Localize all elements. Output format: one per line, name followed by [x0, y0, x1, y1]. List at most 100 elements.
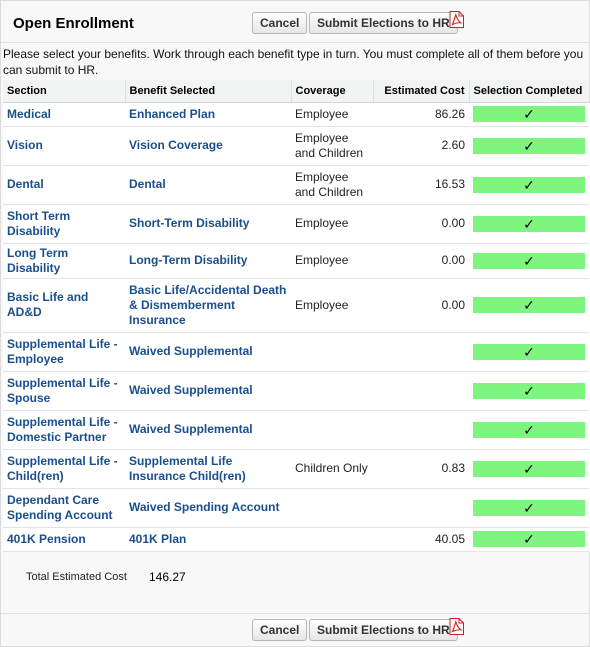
table-row: Supplemental Life - Spouse Waived Supple… — [3, 371, 589, 411]
benefit-link[interactable]: Short-Term Disability — [125, 204, 291, 244]
table-row: Medical Enhanced Plan Employee 86.26 ✓ — [3, 102, 589, 127]
coverage-cell: Employee — [291, 204, 373, 244]
column-header-completed: Selection Completed — [469, 80, 590, 103]
checkmark-icon: ✓ — [473, 382, 585, 399]
checkmark-icon: ✓ — [473, 176, 585, 193]
benefit-link[interactable]: Long-Term Disability — [125, 243, 291, 279]
cost-cell: 0.00 — [373, 204, 469, 244]
benefit-link[interactable]: Waived Supplemental — [125, 371, 291, 411]
checkmark-icon: ✓ — [473, 137, 585, 154]
coverage-cell — [291, 527, 373, 552]
section-link[interactable]: 401K Pension — [3, 527, 125, 552]
footer-submit-elections-button[interactable]: Submit Elections to HR — [309, 619, 458, 641]
cost-cell: 0.00 — [373, 278, 469, 333]
section-link[interactable]: Dental — [3, 165, 125, 205]
benefit-link[interactable]: Waived Supplemental — [125, 410, 291, 450]
coverage-cell — [291, 488, 373, 528]
completed-cell: ✓ — [469, 410, 589, 450]
coverage-cell: Employee — [291, 278, 373, 333]
checkmark-icon: ✓ — [473, 460, 585, 477]
column-header-section: Section — [3, 80, 126, 103]
table-row: Dependant Care Spending Account Waived S… — [3, 488, 589, 528]
completed-cell: ✓ — [469, 371, 589, 411]
section-link[interactable]: Vision — [3, 126, 125, 166]
panel-footer: Cancel Submit Elections to HR — [1, 613, 589, 646]
cost-cell — [373, 488, 469, 528]
panel-header: Open Enrollment Cancel Submit Elections … — [1, 1, 589, 43]
footer-cancel-button[interactable]: Cancel — [252, 619, 308, 641]
section-link[interactable]: Medical — [3, 102, 125, 127]
benefit-link[interactable]: Basic Life/Accidental Death & Dismemberm… — [125, 278, 291, 333]
checkmark-icon: ✓ — [473, 343, 585, 360]
page-title: Open Enrollment — [13, 15, 134, 32]
benefit-link[interactable]: 401K Plan — [125, 527, 291, 552]
cancel-button[interactable]: Cancel — [252, 12, 308, 34]
checkmark-icon: ✓ — [473, 499, 585, 516]
cost-cell: 86.26 — [373, 102, 469, 127]
coverage-cell: Employee and Children — [291, 126, 373, 166]
section-link[interactable]: Dependant Care Spending Account — [3, 488, 125, 528]
total-cost-label: Total Estimated Cost — [26, 571, 127, 583]
completed-cell: ✓ — [469, 278, 589, 333]
total-cost-value: 146.27 — [149, 570, 186, 584]
submit-elections-button[interactable]: Submit Elections to HR — [309, 12, 458, 34]
coverage-cell — [291, 410, 373, 450]
benefit-link[interactable]: Enhanced Plan — [125, 102, 291, 127]
table-row: Supplemental Life - Domestic Partner Wai… — [3, 410, 589, 450]
coverage-cell: Employee and Children — [291, 165, 373, 205]
checkmark-icon: ✓ — [473, 531, 585, 547]
checkmark-icon: ✓ — [473, 106, 585, 122]
benefit-link[interactable]: Vision Coverage — [125, 126, 291, 166]
cost-cell: 2.60 — [373, 126, 469, 166]
cost-cell — [373, 332, 469, 372]
table-row: 401K Pension 401K Plan 40.05 ✓ — [3, 527, 589, 552]
table-row: Basic Life and AD&D Basic Life/Accidenta… — [3, 278, 589, 333]
checkmark-icon: ✓ — [473, 252, 585, 269]
completed-cell: ✓ — [469, 204, 589, 244]
benefit-link[interactable]: Waived Spending Account — [125, 488, 291, 528]
completed-cell: ✓ — [469, 126, 589, 166]
section-link[interactable]: Basic Life and AD&D — [3, 278, 125, 333]
table-row: Short Term Disability Short-Term Disabil… — [3, 204, 589, 244]
column-header-benefit: Benefit Selected — [125, 80, 292, 103]
section-link[interactable]: Supplemental Life - Child(ren) — [3, 449, 125, 489]
section-link[interactable]: Supplemental Life - Domestic Partner — [3, 410, 125, 450]
section-link[interactable]: Long Term Disability — [3, 243, 125, 279]
benefit-link[interactable]: Supplemental Life Insurance Child(ren) — [125, 449, 291, 489]
coverage-cell: Employee — [291, 102, 373, 127]
checkmark-icon: ✓ — [473, 297, 585, 313]
table-row: Dental Dental Employee and Children 16.5… — [3, 165, 589, 205]
table-row: Long Term Disability Long-Term Disabilit… — [3, 243, 589, 279]
completed-cell: ✓ — [469, 488, 589, 528]
benefit-link[interactable]: Dental — [125, 165, 291, 205]
table-row: Vision Vision Coverage Employee and Chil… — [3, 126, 589, 166]
cost-cell: 16.53 — [373, 165, 469, 205]
completed-cell: ✓ — [469, 449, 589, 489]
cost-cell — [373, 371, 469, 411]
coverage-cell: Employee — [291, 243, 373, 279]
completed-cell: ✓ — [469, 332, 589, 372]
benefit-link[interactable]: Waived Supplemental — [125, 332, 291, 372]
benefits-table: Section Benefit Selected Coverage Estima… — [3, 80, 590, 552]
column-header-coverage: Coverage — [291, 80, 374, 103]
section-link[interactable]: Short Term Disability — [3, 204, 125, 244]
coverage-cell — [291, 332, 373, 372]
footer-pdf-icon[interactable] — [449, 618, 464, 635]
completed-cell: ✓ — [469, 527, 589, 552]
section-link[interactable]: Supplemental Life - Spouse — [3, 371, 125, 411]
section-link[interactable]: Supplemental Life - Employee — [3, 332, 125, 372]
column-header-cost: Estimated Cost — [373, 80, 470, 103]
table-row: Supplemental Life - Child(ren) Supplemen… — [3, 449, 589, 489]
completed-cell: ✓ — [469, 102, 589, 127]
table-header-row: Section Benefit Selected Coverage Estima… — [3, 80, 590, 103]
pdf-icon[interactable] — [449, 11, 464, 28]
completed-cell: ✓ — [469, 165, 589, 205]
checkmark-icon: ✓ — [473, 215, 585, 232]
cost-cell: 0.00 — [373, 243, 469, 279]
coverage-cell: Children Only — [291, 449, 373, 489]
cost-cell: 40.05 — [373, 527, 469, 552]
cost-cell — [373, 410, 469, 450]
table-row: Supplemental Life - Employee Waived Supp… — [3, 332, 589, 372]
coverage-cell — [291, 371, 373, 411]
